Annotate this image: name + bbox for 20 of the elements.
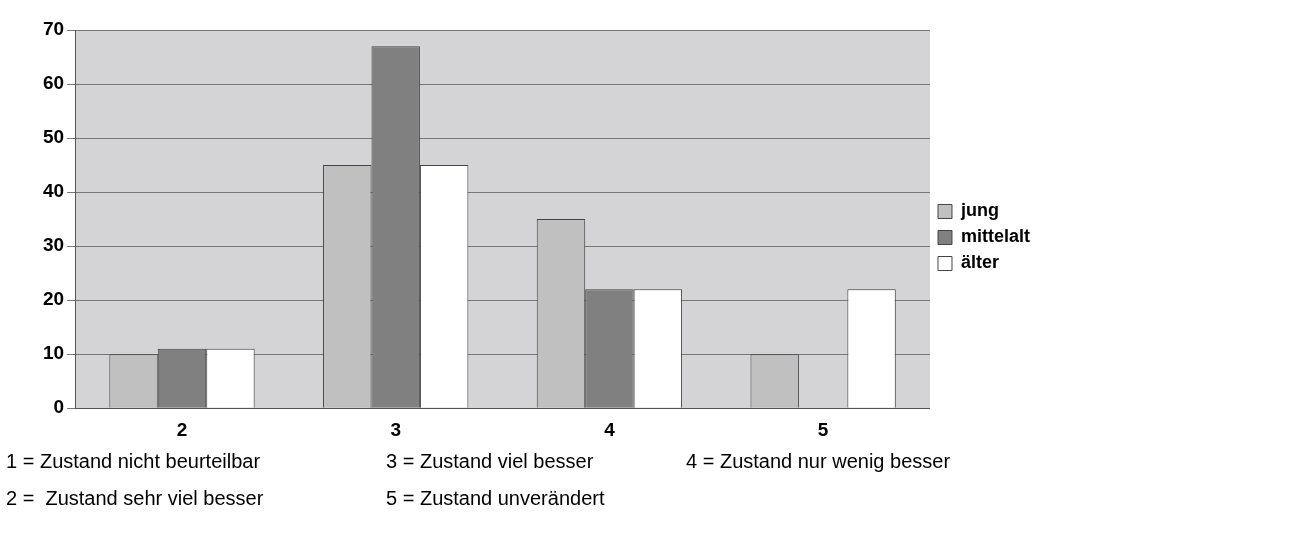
legend-label: älter xyxy=(960,252,1000,273)
y-tick-label: 0 xyxy=(53,396,65,418)
y-tick-label: 40 xyxy=(42,180,65,202)
x-tick-label: 2 xyxy=(176,418,188,440)
legend-label: mittelalt xyxy=(960,226,1031,247)
text: 4 = Zustand nur wenig besser xyxy=(686,450,952,473)
legend-label: jung xyxy=(959,200,999,221)
y-tick-label: 10 xyxy=(42,342,65,364)
text: 2 = Zustand sehr viel besser xyxy=(6,487,265,510)
x-tick-label: 5 xyxy=(817,418,829,440)
x-tick-label: 3 xyxy=(390,418,401,440)
y-tick-label: 50 xyxy=(42,126,65,148)
text: 3 = Zustand viel besser xyxy=(386,450,595,473)
y-tick-label: 60 xyxy=(42,72,65,94)
y-tick-label: 70 xyxy=(42,18,65,40)
y-tick-label: 30 xyxy=(42,234,65,256)
text: 1 = Zustand nicht beurteilbar xyxy=(6,450,262,473)
x-tick-label: 4 xyxy=(604,418,616,440)
text: 5 = Zustand unverändert xyxy=(386,487,606,510)
y-tick-label: 20 xyxy=(42,288,65,310)
